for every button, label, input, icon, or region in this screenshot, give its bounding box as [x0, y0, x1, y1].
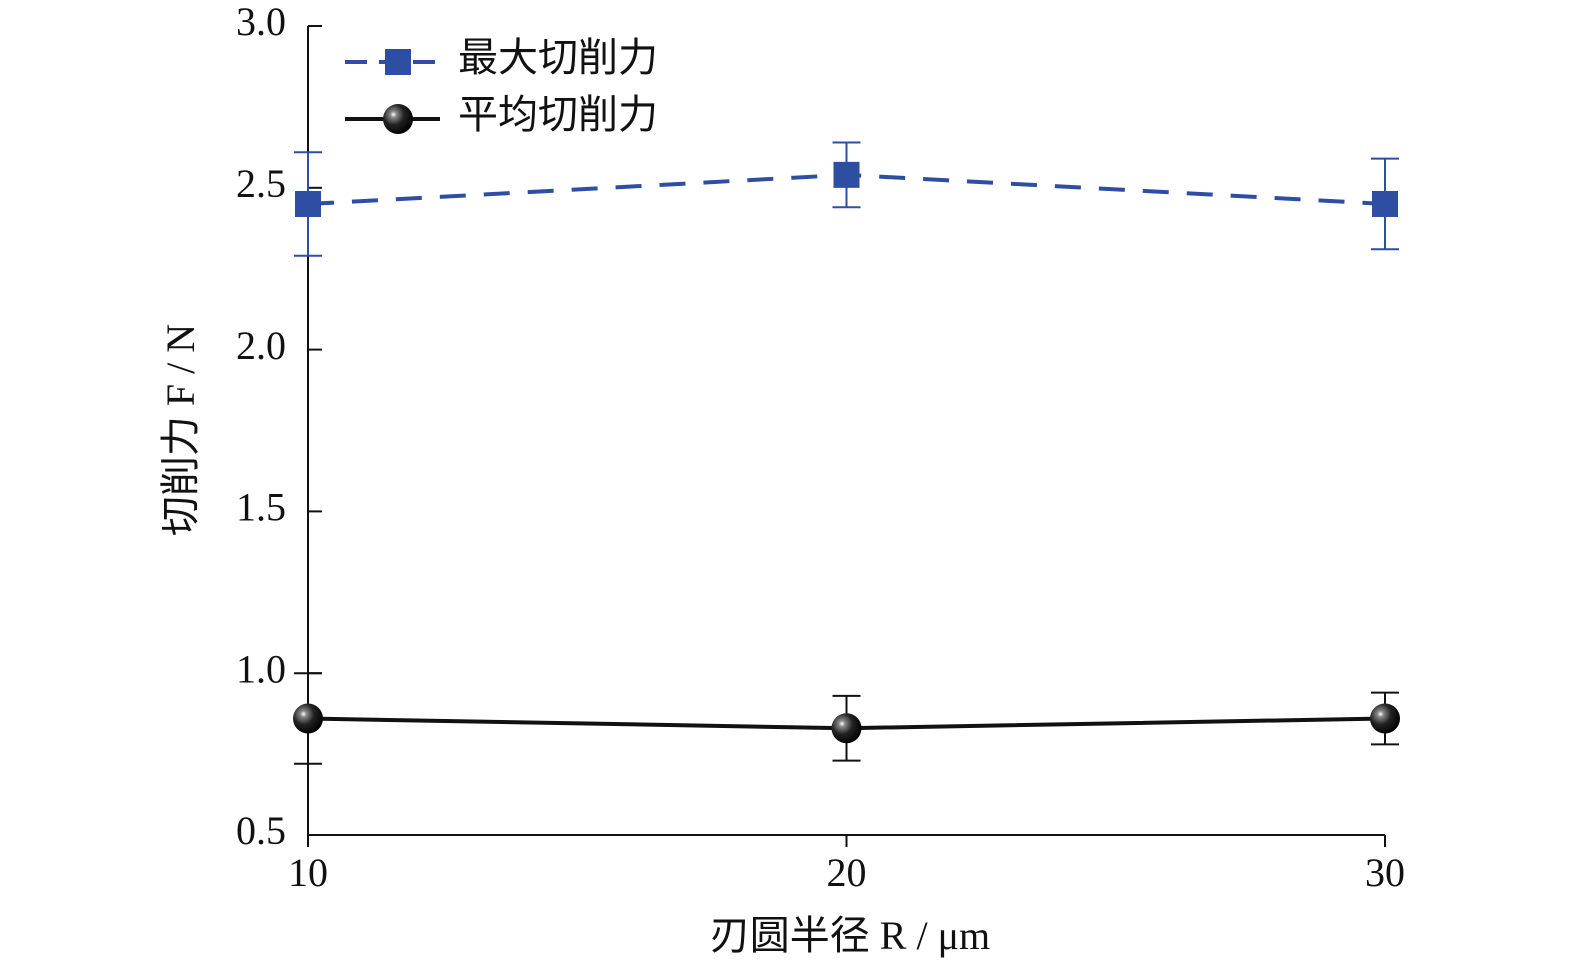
data-point [833, 161, 860, 188]
data-point [1370, 703, 1400, 734]
data-point [293, 703, 323, 734]
legend-label: 最大切削力 [458, 35, 658, 80]
x-tick-label: 30 [1365, 850, 1405, 895]
legend-label: 平均切削力 [458, 92, 658, 137]
y-tick-label: 0.5 [236, 808, 286, 853]
x-tick-label: 20 [827, 850, 867, 895]
data-point [1372, 190, 1398, 217]
data-point [831, 713, 862, 744]
y-tick-label: 1.0 [236, 646, 286, 691]
y-tick-label: 2.5 [236, 161, 286, 206]
x-tick-label: 10 [288, 850, 328, 895]
legend-marker [383, 104, 413, 134]
y-axis-label: 切削力 F / N [158, 324, 203, 536]
y-tick-label: 1.5 [236, 485, 286, 530]
y-tick-label: 2.0 [236, 323, 286, 368]
x-axis-label: 刃圆半径 R / μm [710, 913, 990, 958]
legend-marker [385, 49, 411, 75]
y-tick-label: 3.0 [236, 0, 286, 44]
data-point [295, 190, 321, 217]
